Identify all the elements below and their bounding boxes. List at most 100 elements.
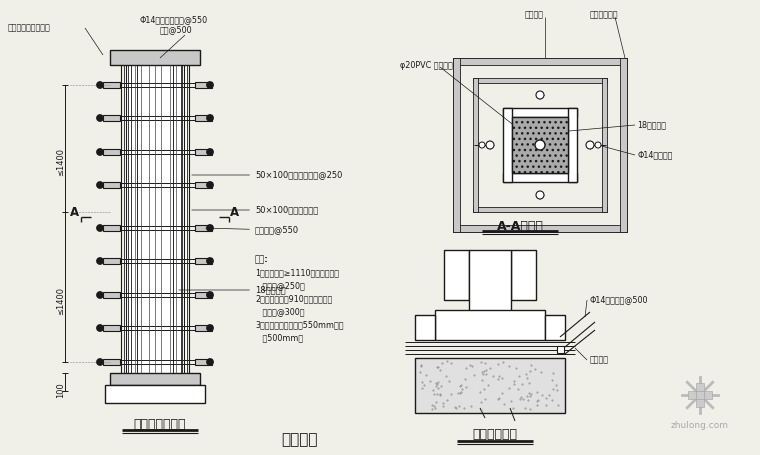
Bar	[173, 65, 181, 385]
Bar	[103, 325, 120, 331]
Circle shape	[207, 292, 214, 298]
Circle shape	[536, 91, 544, 99]
Bar	[545, 315, 565, 340]
Circle shape	[97, 324, 103, 332]
Text: Φ14对拉螺栓: Φ14对拉螺栓	[637, 151, 673, 160]
Bar	[469, 250, 511, 325]
Bar	[620, 58, 627, 232]
Circle shape	[207, 258, 214, 264]
Bar	[195, 292, 212, 298]
Text: ≤1400: ≤1400	[56, 287, 65, 315]
Text: ≤1400: ≤1400	[56, 148, 65, 177]
Bar	[503, 108, 512, 182]
Bar	[444, 250, 469, 300]
Bar	[415, 315, 435, 340]
Bar	[503, 173, 577, 182]
Bar	[184, 65, 187, 385]
Circle shape	[97, 359, 103, 365]
Bar	[127, 65, 131, 385]
Bar	[110, 373, 200, 385]
Bar	[103, 182, 120, 188]
Text: 钢管固定支架: 钢管固定支架	[590, 10, 619, 20]
Bar	[511, 250, 536, 300]
Text: （图四）: （图四）	[282, 433, 318, 448]
Bar	[415, 358, 565, 413]
Circle shape	[97, 81, 103, 89]
Text: 钢管夹具@550: 钢管夹具@550	[206, 226, 299, 234]
Bar	[545, 315, 565, 340]
Bar	[182, 65, 185, 385]
Text: φ20PVC 塑料套管: φ20PVC 塑料套管	[400, 61, 453, 70]
Bar	[704, 391, 712, 399]
Circle shape	[536, 191, 544, 199]
Bar	[696, 399, 704, 407]
Circle shape	[97, 224, 103, 232]
Bar	[103, 115, 120, 121]
Text: 横向@500: 横向@500	[160, 25, 192, 35]
Bar	[195, 82, 212, 88]
Bar	[453, 58, 627, 232]
Circle shape	[535, 140, 545, 150]
Text: 50×100木枋（背撑）: 50×100木枋（背撑）	[192, 206, 318, 214]
Bar	[195, 115, 212, 121]
Circle shape	[207, 359, 214, 365]
Circle shape	[207, 115, 214, 121]
Bar	[105, 385, 205, 403]
Text: 柱帽模板大样: 柱帽模板大样	[473, 429, 518, 441]
Bar	[124, 65, 128, 385]
Bar	[195, 359, 212, 365]
Text: 2、柱截面宽＜910以下，柱模背: 2、柱截面宽＜910以下，柱模背	[255, 294, 332, 303]
Bar	[473, 78, 607, 83]
Bar	[568, 108, 577, 182]
Text: 柱模立面大样图: 柱模立面大样图	[134, 419, 186, 431]
Text: 向500mm。: 向500mm。	[255, 333, 303, 342]
Bar	[195, 225, 212, 231]
Circle shape	[207, 324, 214, 332]
Text: 3、柱模件间距：竖向550mm；横: 3、柱模件间距：竖向550mm；横	[255, 320, 344, 329]
Bar	[103, 258, 120, 264]
Text: Φ14对拉螺栓@500: Φ14对拉螺栓@500	[590, 295, 648, 304]
Bar	[195, 182, 212, 188]
Bar	[129, 65, 137, 385]
Bar	[103, 359, 120, 365]
Circle shape	[97, 115, 103, 121]
Bar	[473, 78, 478, 212]
Bar	[103, 82, 120, 88]
Text: 撑木枋@300。: 撑木枋@300。	[255, 307, 305, 316]
Bar	[688, 391, 696, 399]
Circle shape	[207, 81, 214, 89]
Bar	[473, 207, 607, 212]
Bar	[696, 391, 704, 399]
Text: 1、柱截面宽≥1110以上，柱模背: 1、柱截面宽≥1110以上，柱模背	[255, 268, 339, 277]
Text: 100: 100	[56, 382, 65, 398]
Text: 18厚九夹板: 18厚九夹板	[637, 121, 666, 130]
Text: A-A剖面图: A-A剖面图	[496, 220, 543, 233]
Bar	[503, 108, 577, 117]
Bar	[415, 315, 435, 340]
Text: zhulong.com: zhulong.com	[671, 421, 729, 430]
Text: 50×100木枋（竖撑）@250: 50×100木枋（竖撑）@250	[192, 171, 342, 180]
Bar	[511, 250, 536, 300]
Bar	[195, 325, 212, 331]
Text: 18厚九夹板: 18厚九夹板	[179, 285, 286, 294]
Bar	[444, 250, 469, 300]
Text: A: A	[71, 206, 80, 218]
Circle shape	[97, 258, 103, 264]
Bar	[195, 149, 212, 155]
Circle shape	[486, 141, 494, 149]
Text: A: A	[230, 206, 239, 218]
Bar	[103, 225, 120, 231]
Text: 红油漆涂上辅线标志: 红油漆涂上辅线标志	[8, 24, 51, 32]
Bar	[137, 65, 173, 385]
Bar	[696, 383, 704, 391]
Circle shape	[97, 292, 103, 298]
Circle shape	[586, 141, 594, 149]
Text: 撑木枋@250。: 撑木枋@250。	[255, 281, 305, 290]
Bar	[103, 149, 120, 155]
Circle shape	[207, 224, 214, 232]
Bar	[110, 50, 200, 65]
Bar	[195, 258, 212, 264]
Bar	[557, 346, 564, 353]
Bar	[103, 292, 120, 298]
Text: 钢筋砼柱: 钢筋砼柱	[525, 10, 544, 20]
